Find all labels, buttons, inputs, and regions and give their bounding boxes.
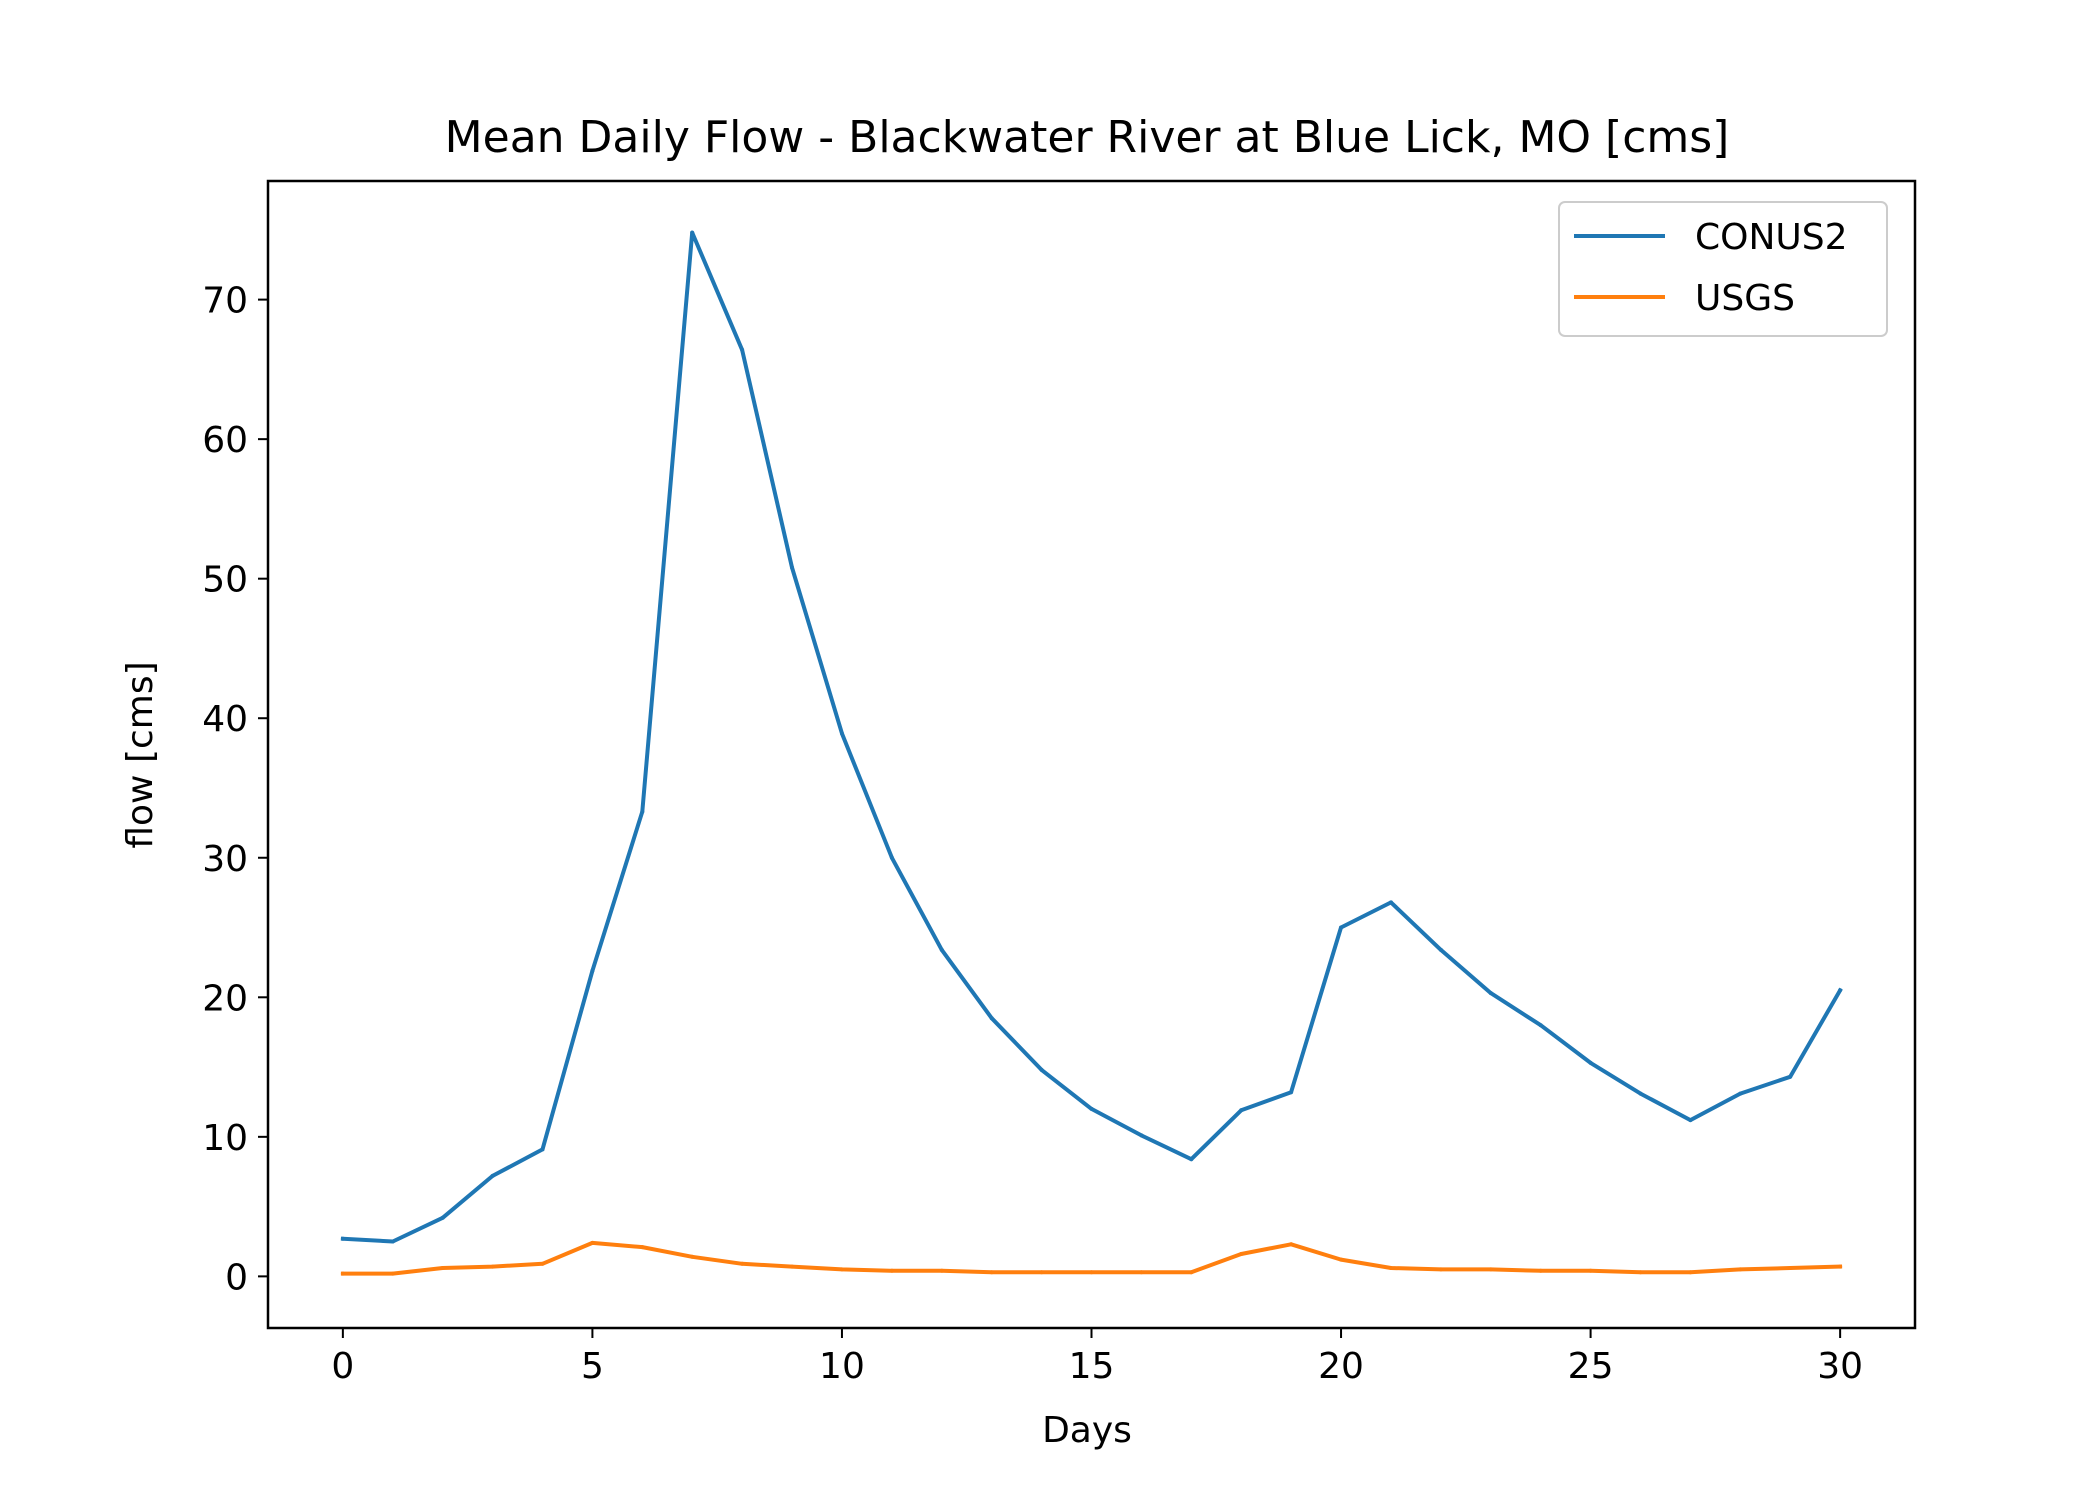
data-point-conus2 [840,731,844,736]
data-point-usgs [1289,1242,1294,1247]
data-point-usgs [640,1245,645,1250]
x-axis-ticks: 0 5 10 15 20 25 30 [331,1328,1863,1387]
data-point-usgs [1189,1270,1194,1275]
data-point-usgs [790,1264,794,1269]
data-point-usgs [1339,1257,1343,1262]
y-tick-label: 60 [202,420,248,461]
data-point-conus2 [390,1239,395,1244]
data-point-conus2 [590,968,595,973]
data-point-conus2 [1538,1023,1543,1028]
data-point-conus2 [790,565,794,570]
x-tick-label: 10 [819,1346,865,1387]
data-point-usgs [440,1266,445,1270]
chart-title: Mean Daily Flow - Blackwater River at Bl… [445,112,1730,163]
data-point-usgs [889,1268,894,1273]
data-point-usgs [540,1261,545,1266]
data-point-conus2 [1688,1118,1693,1123]
data-point-conus2 [1838,988,1843,993]
data-point-usgs [1588,1268,1593,1273]
y-tick-label: 70 [202,281,248,322]
x-tick-label: 5 [581,1346,604,1387]
data-point-conus2 [1239,1108,1244,1113]
data-point-conus2 [1788,1074,1793,1079]
data-point-usgs [1389,1266,1393,1270]
data-point-usgs [1688,1270,1693,1275]
series-layer [340,230,1843,1276]
y-axis-ticks: 0 10 20 30 40 50 60 70 [202,281,268,1298]
data-point-conus2 [690,230,695,235]
data-point-conus2 [1738,1091,1743,1096]
data-point-conus2 [1289,1090,1294,1095]
y-axis-label: flow [cms] [120,661,161,848]
data-point-usgs [740,1261,745,1266]
data-point-usgs [590,1240,595,1245]
data-point-usgs [939,1268,944,1273]
y-tick-label: 0 [225,1257,248,1298]
data-point-usgs [340,1271,345,1276]
data-point-usgs [1089,1270,1094,1275]
series-points-usgs [340,1240,1843,1276]
data-point-usgs [1239,1252,1244,1256]
y-tick-label: 20 [202,978,248,1019]
y-tick-label: 10 [202,1118,248,1159]
data-point-usgs [1139,1270,1144,1275]
legend: CONUS2 USGS [1558,201,1888,337]
y-tick-label: 40 [202,699,248,740]
data-point-usgs [1538,1268,1543,1273]
y-tick-label: 50 [202,560,248,601]
data-point-conus2 [989,1016,994,1021]
data-point-conus2 [340,1236,345,1241]
x-axis-label: Days [1042,1410,1132,1451]
data-point-usgs [1039,1270,1044,1275]
data-point-conus2 [1339,925,1343,930]
x-tick-label: 30 [1817,1346,1863,1387]
data-point-conus2 [939,947,944,952]
data-point-usgs [1438,1267,1443,1272]
data-point-conus2 [490,1173,495,1178]
data-point-conus2 [1139,1133,1144,1138]
data-point-conus2 [889,855,894,860]
data-point-conus2 [740,347,745,352]
data-point-conus2 [1638,1091,1643,1096]
x-tick-label: 25 [1568,1346,1614,1387]
data-point-conus2 [1039,1067,1044,1072]
data-point-usgs [989,1270,994,1275]
data-point-usgs [1638,1270,1643,1275]
data-point-usgs [690,1254,695,1259]
data-point-conus2 [1189,1157,1194,1162]
data-point-conus2 [1089,1106,1094,1111]
data-point-usgs [1738,1267,1743,1272]
data-point-usgs [1838,1264,1843,1269]
legend-label-usgs: USGS [1695,278,1795,319]
data-point-conus2 [440,1215,445,1220]
data-point-conus2 [1588,1060,1593,1065]
data-point-conus2 [640,809,645,814]
data-point-usgs [490,1264,495,1269]
y-tick-label: 30 [202,839,248,880]
data-point-conus2 [540,1147,545,1152]
data-point-usgs [1488,1267,1493,1272]
data-point-usgs [1788,1266,1793,1270]
x-tick-label: 0 [331,1346,354,1387]
series-points-conus2 [340,230,1843,1244]
data-point-usgs [840,1267,844,1272]
x-tick-label: 15 [1069,1346,1115,1387]
legend-label-conus2: CONUS2 [1695,217,1848,258]
data-point-conus2 [1389,900,1393,905]
data-point-conus2 [1488,991,1493,996]
data-point-usgs [390,1271,395,1276]
data-point-conus2 [1438,947,1443,952]
x-tick-label: 20 [1318,1346,1364,1387]
